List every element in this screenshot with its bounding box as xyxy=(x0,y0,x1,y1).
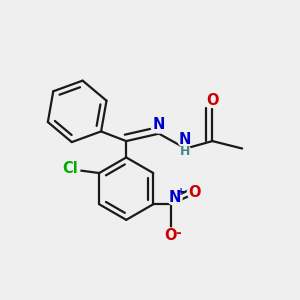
Circle shape xyxy=(163,228,178,243)
Circle shape xyxy=(151,116,167,133)
Text: O: O xyxy=(206,93,219,108)
Circle shape xyxy=(178,132,193,147)
Text: N: N xyxy=(169,190,181,205)
Text: Cl: Cl xyxy=(62,161,78,176)
Circle shape xyxy=(167,190,182,205)
Text: H: H xyxy=(180,145,190,158)
Circle shape xyxy=(205,93,220,107)
Text: -: - xyxy=(176,226,182,240)
Text: N: N xyxy=(153,117,165,132)
Text: O: O xyxy=(164,228,177,243)
Text: O: O xyxy=(189,185,201,200)
Circle shape xyxy=(61,159,80,178)
Text: +: + xyxy=(177,187,185,197)
Circle shape xyxy=(188,185,202,200)
Text: N: N xyxy=(179,132,191,147)
Circle shape xyxy=(179,146,191,158)
